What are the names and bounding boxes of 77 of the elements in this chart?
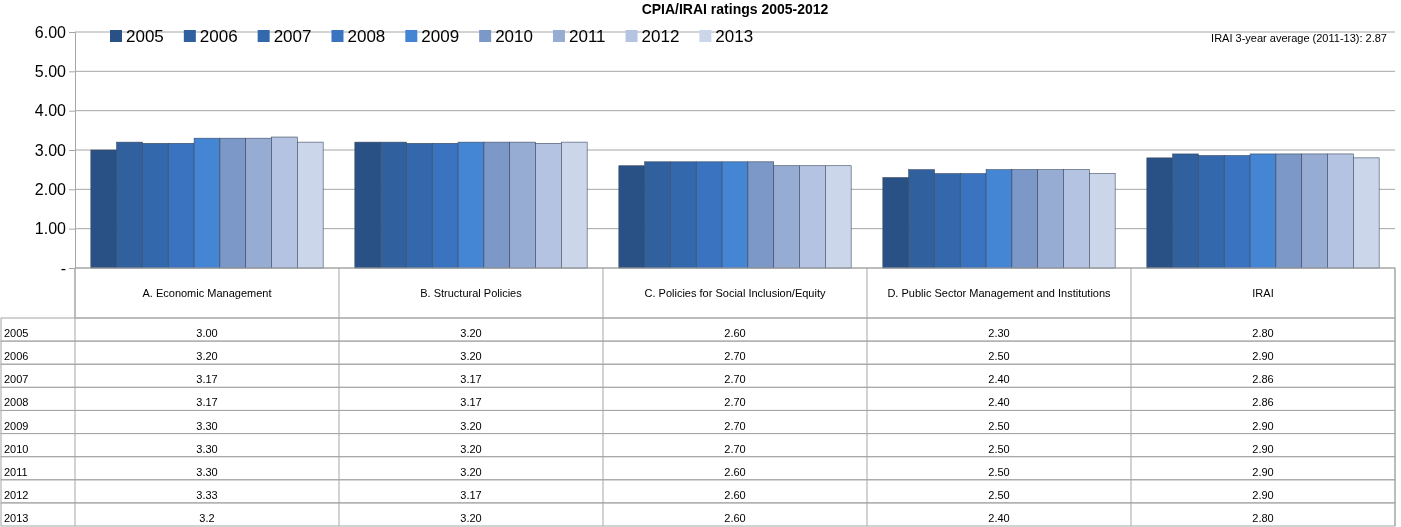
data-label: 2.50: [988, 465, 1010, 478]
data-label: 2.86: [1252, 396, 1274, 409]
data-label: 2.60: [724, 465, 746, 478]
data-label: 3.17: [196, 396, 218, 409]
x-tick-label: IRAI: [1251, 286, 1275, 301]
data-label: 3.2: [199, 512, 215, 524]
x-tick-label: C. Policies for Social Inclusion/Equity: [643, 286, 827, 301]
data-label: 2.90: [1252, 488, 1274, 501]
data-label: 2.40: [988, 373, 1010, 386]
data-label: 3.17: [460, 488, 482, 501]
data-label: 2.90: [1252, 465, 1274, 478]
legend-label: 2009: [421, 27, 460, 46]
text: 2012: [4, 488, 29, 501]
data-label: 2.50: [988, 350, 1010, 363]
data-label: 2.90: [1252, 419, 1274, 432]
data-label: 2.70: [724, 373, 746, 386]
data-label: 2.90: [1252, 350, 1274, 363]
legend-label: 2011: [568, 27, 606, 46]
data-label: 2.50: [988, 419, 1010, 432]
data-label: 3.30: [196, 465, 218, 478]
legend-label: 2007: [273, 27, 312, 46]
data-label: 2.40: [988, 396, 1010, 409]
data-label: 2.70: [724, 396, 746, 409]
y-tick-label: 2.00: [34, 180, 67, 198]
data-label: 3.20: [460, 512, 482, 524]
data-label: 3.30: [196, 419, 218, 432]
y-tick-label: 3.00: [34, 141, 67, 159]
y-tick-label: 6.00: [34, 23, 67, 41]
text: 2005: [4, 327, 29, 340]
text: 2008: [4, 396, 29, 409]
data-label: 3.17: [460, 396, 482, 409]
data-label: 3.20: [460, 419, 482, 432]
data-label: 3.20: [196, 350, 218, 363]
data-label: 2.90: [1252, 442, 1274, 455]
legend-label: 2013: [715, 27, 754, 46]
data-label: 2.80: [1252, 512, 1274, 524]
data-label: 2.70: [724, 442, 746, 455]
text: 2007: [4, 373, 29, 386]
y-tick-label: 5.00: [34, 62, 67, 80]
y-tick-label: 4.00: [34, 102, 67, 120]
data-label: 3.20: [460, 465, 482, 478]
data-label: 2.50: [988, 488, 1010, 501]
text: 2006: [4, 350, 29, 363]
data-label: 2.86: [1252, 373, 1274, 386]
x-tick-label: A. Economic Management: [141, 286, 273, 301]
data-label: 2.50: [988, 442, 1010, 455]
legend-label: 2010: [495, 27, 533, 46]
text: 2009: [4, 419, 29, 432]
data-label: 3.17: [196, 373, 218, 386]
y-tick-label: 1.00: [34, 220, 67, 238]
text: 2010: [4, 442, 29, 455]
chart-title: CPIA/IRAI ratings 2005-2012: [641, 1, 829, 17]
data-label: 2.70: [724, 350, 746, 363]
data-label: 2.60: [724, 327, 746, 340]
data-label: 2.60: [724, 488, 746, 501]
y-tick-label: -: [60, 259, 66, 277]
data-label: 3.30: [196, 442, 218, 455]
data-label: 3.17: [460, 373, 482, 386]
data-label: 2.60: [724, 512, 746, 524]
data-label: 3.33: [196, 488, 218, 501]
data-label: 2.80: [1252, 327, 1274, 340]
data-label: 2.30: [988, 327, 1010, 340]
data-label: 3.20: [460, 350, 482, 363]
data-label: 3.20: [460, 442, 482, 455]
annotation: IRAI 3-year average (2011-13): 2.87: [1211, 32, 1387, 44]
data-label: 2.70: [724, 419, 746, 432]
data-label: 2.40: [988, 512, 1010, 524]
legend-label: 2006: [199, 27, 238, 46]
legend-label: 2005: [126, 27, 164, 46]
data-label: 3.20: [460, 327, 482, 340]
legend-label: 2008: [347, 27, 386, 46]
data-label: 3.00: [196, 327, 218, 340]
x-tick-label: B. Structural Policies: [419, 286, 523, 301]
text: 2011: [4, 465, 28, 478]
x-tick-label: D. Public Sector Management and Institutions: [886, 286, 1112, 301]
text: 2013: [4, 512, 29, 524]
legend-label: 2012: [641, 27, 680, 46]
